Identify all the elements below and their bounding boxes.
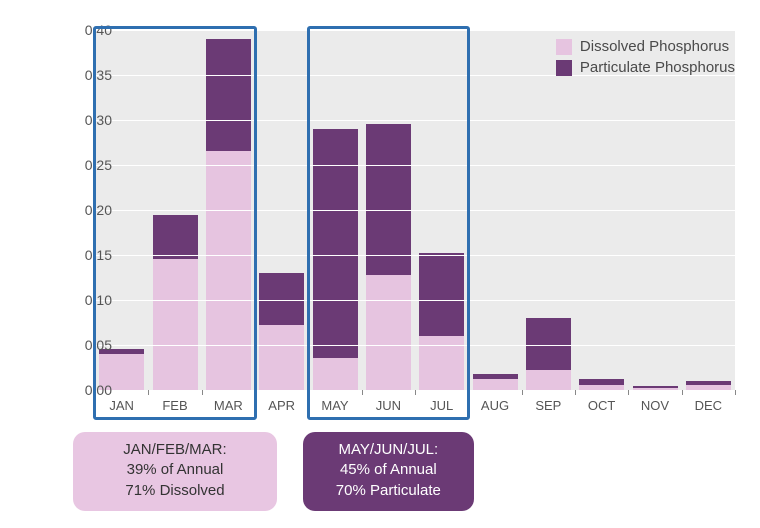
x-tick-label: FEB bbox=[153, 398, 198, 413]
bar-segment-dissolved bbox=[313, 358, 358, 390]
y-tick-label: 0.10 bbox=[67, 292, 112, 308]
legend-label-dissolved: Dissolved Phosphorus bbox=[580, 38, 729, 55]
bar-segment-dissolved bbox=[259, 325, 304, 390]
y-tick-label: 0.35 bbox=[67, 67, 112, 83]
y-tick-label: 0.15 bbox=[67, 247, 112, 263]
legend-swatch-particulate bbox=[556, 60, 572, 76]
x-tick-label: JUN bbox=[366, 398, 411, 413]
summer-callout: MAY/JUN/JUL: 45% of Annual 70% Particula… bbox=[303, 432, 475, 511]
x-tick-label: NOV bbox=[633, 398, 678, 413]
summer-callout-line1: MAY/JUN/JUL: bbox=[338, 441, 438, 458]
bar-segment-particulate bbox=[579, 379, 624, 384]
y-tick-label: 0.40 bbox=[67, 22, 112, 38]
legend-dissolved: Dissolved Phosphorus bbox=[556, 38, 735, 55]
phosphorus-chart: Average Monthly Phosphorus Loss (lb/ac) … bbox=[0, 0, 760, 528]
legend-particulate: Particulate Phosphorus bbox=[556, 59, 735, 76]
legend-swatch-dissolved bbox=[556, 39, 572, 55]
summer-callout-line3: 70% Particulate bbox=[336, 482, 441, 499]
y-tick-label: 0.25 bbox=[67, 157, 112, 173]
x-tick-label: DEC bbox=[686, 398, 731, 413]
bar-segment-dissolved bbox=[473, 379, 518, 390]
bar-segment-dissolved bbox=[366, 275, 411, 390]
bar-segment-particulate bbox=[473, 374, 518, 379]
winter-callout-line1: JAN/FEB/MAR: bbox=[123, 441, 226, 458]
summer-callout-line2: 45% of Annual bbox=[340, 461, 437, 478]
bar-segment-particulate bbox=[686, 381, 731, 385]
bar-segment-particulate bbox=[366, 124, 411, 275]
bar-segment-dissolved bbox=[153, 259, 198, 390]
y-tick-label: 0.20 bbox=[67, 202, 112, 218]
winter-callout-line2: 39% of Annual bbox=[127, 461, 224, 478]
x-tick-label: SEP bbox=[526, 398, 571, 413]
legend-label-particulate: Particulate Phosphorus bbox=[580, 59, 735, 76]
x-tick-label: MAY bbox=[313, 398, 358, 413]
bar-segment-dissolved bbox=[206, 151, 251, 390]
winter-callout: JAN/FEB/MAR: 39% of Annual 71% Dissolved bbox=[73, 432, 277, 511]
bar-segment-dissolved bbox=[526, 370, 571, 390]
winter-callout-line3: 71% Dissolved bbox=[125, 482, 224, 499]
legend: Dissolved Phosphorus Particulate Phospho… bbox=[556, 38, 735, 80]
plot-area bbox=[95, 30, 735, 390]
x-tick-label: OCT bbox=[579, 398, 624, 413]
x-tick-label: JAN bbox=[99, 398, 144, 413]
bar-segment-particulate bbox=[313, 129, 358, 358]
x-tick-label: APR bbox=[259, 398, 304, 413]
x-tick-label: AUG bbox=[473, 398, 518, 413]
x-tick-label: MAR bbox=[206, 398, 251, 413]
x-tick-label: JUL bbox=[419, 398, 464, 413]
bar-segment-particulate bbox=[153, 215, 198, 258]
bar-segment-particulate bbox=[206, 39, 251, 151]
bar-segment-particulate bbox=[633, 386, 678, 388]
y-tick-label: 0.00 bbox=[67, 382, 112, 398]
bar-segment-particulate bbox=[419, 253, 464, 336]
y-tick-label: 0.05 bbox=[67, 337, 112, 353]
y-tick-label: 0.30 bbox=[67, 112, 112, 128]
